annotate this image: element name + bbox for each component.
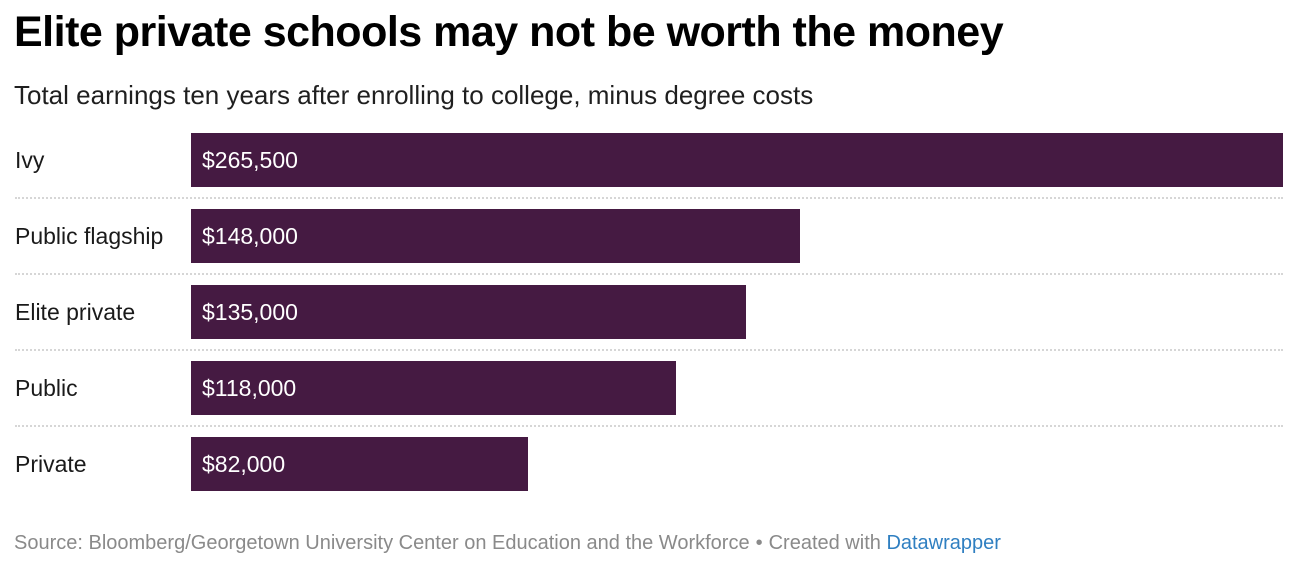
- category-label: Private: [15, 451, 87, 477]
- category-label: Public: [15, 375, 78, 401]
- bar: [191, 437, 528, 491]
- chart-subtitle: Total earnings ten years after enrolling…: [14, 80, 814, 110]
- source-note: Source: Bloomberg/Georgetown University …: [14, 532, 750, 554]
- row-divider: [15, 197, 1283, 199]
- bar-value-label: $135,000: [202, 299, 298, 325]
- bar-value-label: $148,000: [202, 223, 298, 249]
- chart-title: Elite private schools may not be worth t…: [14, 8, 1004, 56]
- bar-row: Public flagship $148,000: [0, 196, 1296, 275]
- bar-row: Elite private $135,000: [0, 272, 1296, 351]
- bar-value-label: $82,000: [202, 451, 286, 477]
- category-label: Ivy: [15, 147, 45, 173]
- chart-footer: Source: Bloomberg/Georgetown University …: [14, 532, 1001, 555]
- created-with-text: Created with: [768, 532, 881, 554]
- row-divider: [15, 273, 1283, 275]
- category-label: Elite private: [15, 299, 136, 325]
- bar-chart: Ivy $265,500 Public flagship $148,000 Elite …: [0, 120, 1296, 510]
- bar: [191, 133, 1283, 187]
- footer-separator: •: [755, 532, 763, 554]
- bar-value-label: $118,000: [202, 375, 297, 401]
- bar: [191, 285, 746, 339]
- bar-value-label: $265,500: [202, 147, 298, 173]
- bar: [191, 209, 800, 263]
- row-divider: [15, 349, 1283, 351]
- bar-row: Private $82,000: [0, 424, 1296, 500]
- datawrapper-link[interactable]: Datawrapper: [886, 532, 1001, 554]
- bar-row: Public $118,000: [0, 348, 1296, 427]
- category-label: Public flagship: [15, 223, 164, 249]
- bar: [191, 361, 676, 415]
- row-divider: [15, 425, 1283, 427]
- bar-row: Ivy $265,500: [0, 120, 1296, 199]
